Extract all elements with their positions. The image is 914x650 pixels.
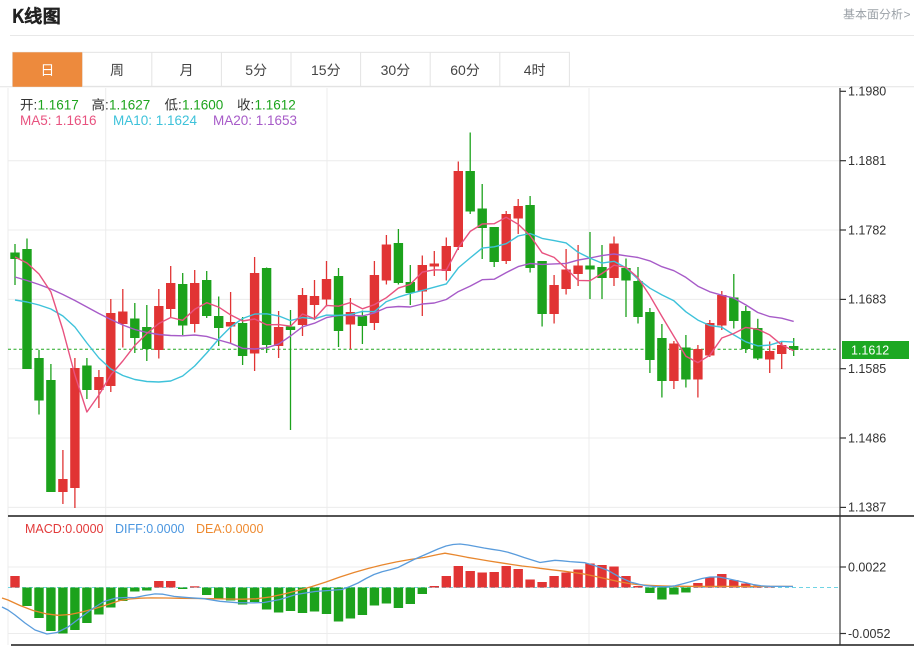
- svg-text:0: 0: [388, 62, 396, 78]
- svg-text:DEA:0.0000: DEA:0.0000: [196, 522, 263, 536]
- svg-text:1.1881: 1.1881: [848, 154, 886, 168]
- svg-text:1.1782: 1.1782: [848, 223, 886, 237]
- svg-text::: :: [105, 98, 109, 113]
- svg-text:1.1486: 1.1486: [848, 431, 886, 445]
- svg-text:>: >: [904, 8, 911, 22]
- svg-text:1: 1: [311, 62, 319, 78]
- svg-text:0.0022: 0.0022: [848, 560, 886, 574]
- svg-text::: :: [178, 98, 182, 113]
- svg-text:1.1627: 1.1627: [109, 98, 150, 113]
- svg-text:0: 0: [458, 62, 466, 78]
- svg-text:1.1600: 1.1600: [182, 98, 223, 113]
- svg-text:MA20: 1.1653: MA20: 1.1653: [213, 113, 297, 128]
- svg-text:MA10: 1.1624: MA10: 1.1624: [113, 113, 198, 128]
- svg-text:1.1617: 1.1617: [38, 98, 79, 113]
- svg-text:6: 6: [450, 62, 458, 78]
- svg-text:1.1612: 1.1612: [851, 344, 889, 358]
- svg-text:1.1980: 1.1980: [848, 85, 886, 99]
- svg-text:-0.0052: -0.0052: [848, 627, 890, 641]
- svg-text:DIFF:0.0000: DIFF:0.0000: [115, 522, 185, 536]
- svg-text:3: 3: [381, 62, 389, 78]
- svg-text::: :: [251, 98, 255, 113]
- svg-text:1.1387: 1.1387: [848, 501, 886, 515]
- svg-text::: :: [34, 98, 38, 113]
- svg-text:MA5: 1.1616: MA5: 1.1616: [20, 113, 97, 128]
- svg-text:5: 5: [245, 62, 253, 78]
- svg-text:1.1683: 1.1683: [848, 293, 886, 307]
- svg-text:5: 5: [319, 62, 327, 78]
- svg-text:MACD:0.0000: MACD:0.0000: [25, 522, 104, 536]
- svg-text:1.1585: 1.1585: [848, 362, 886, 376]
- svg-text:4: 4: [524, 62, 532, 78]
- svg-text:1.1612: 1.1612: [255, 98, 296, 113]
